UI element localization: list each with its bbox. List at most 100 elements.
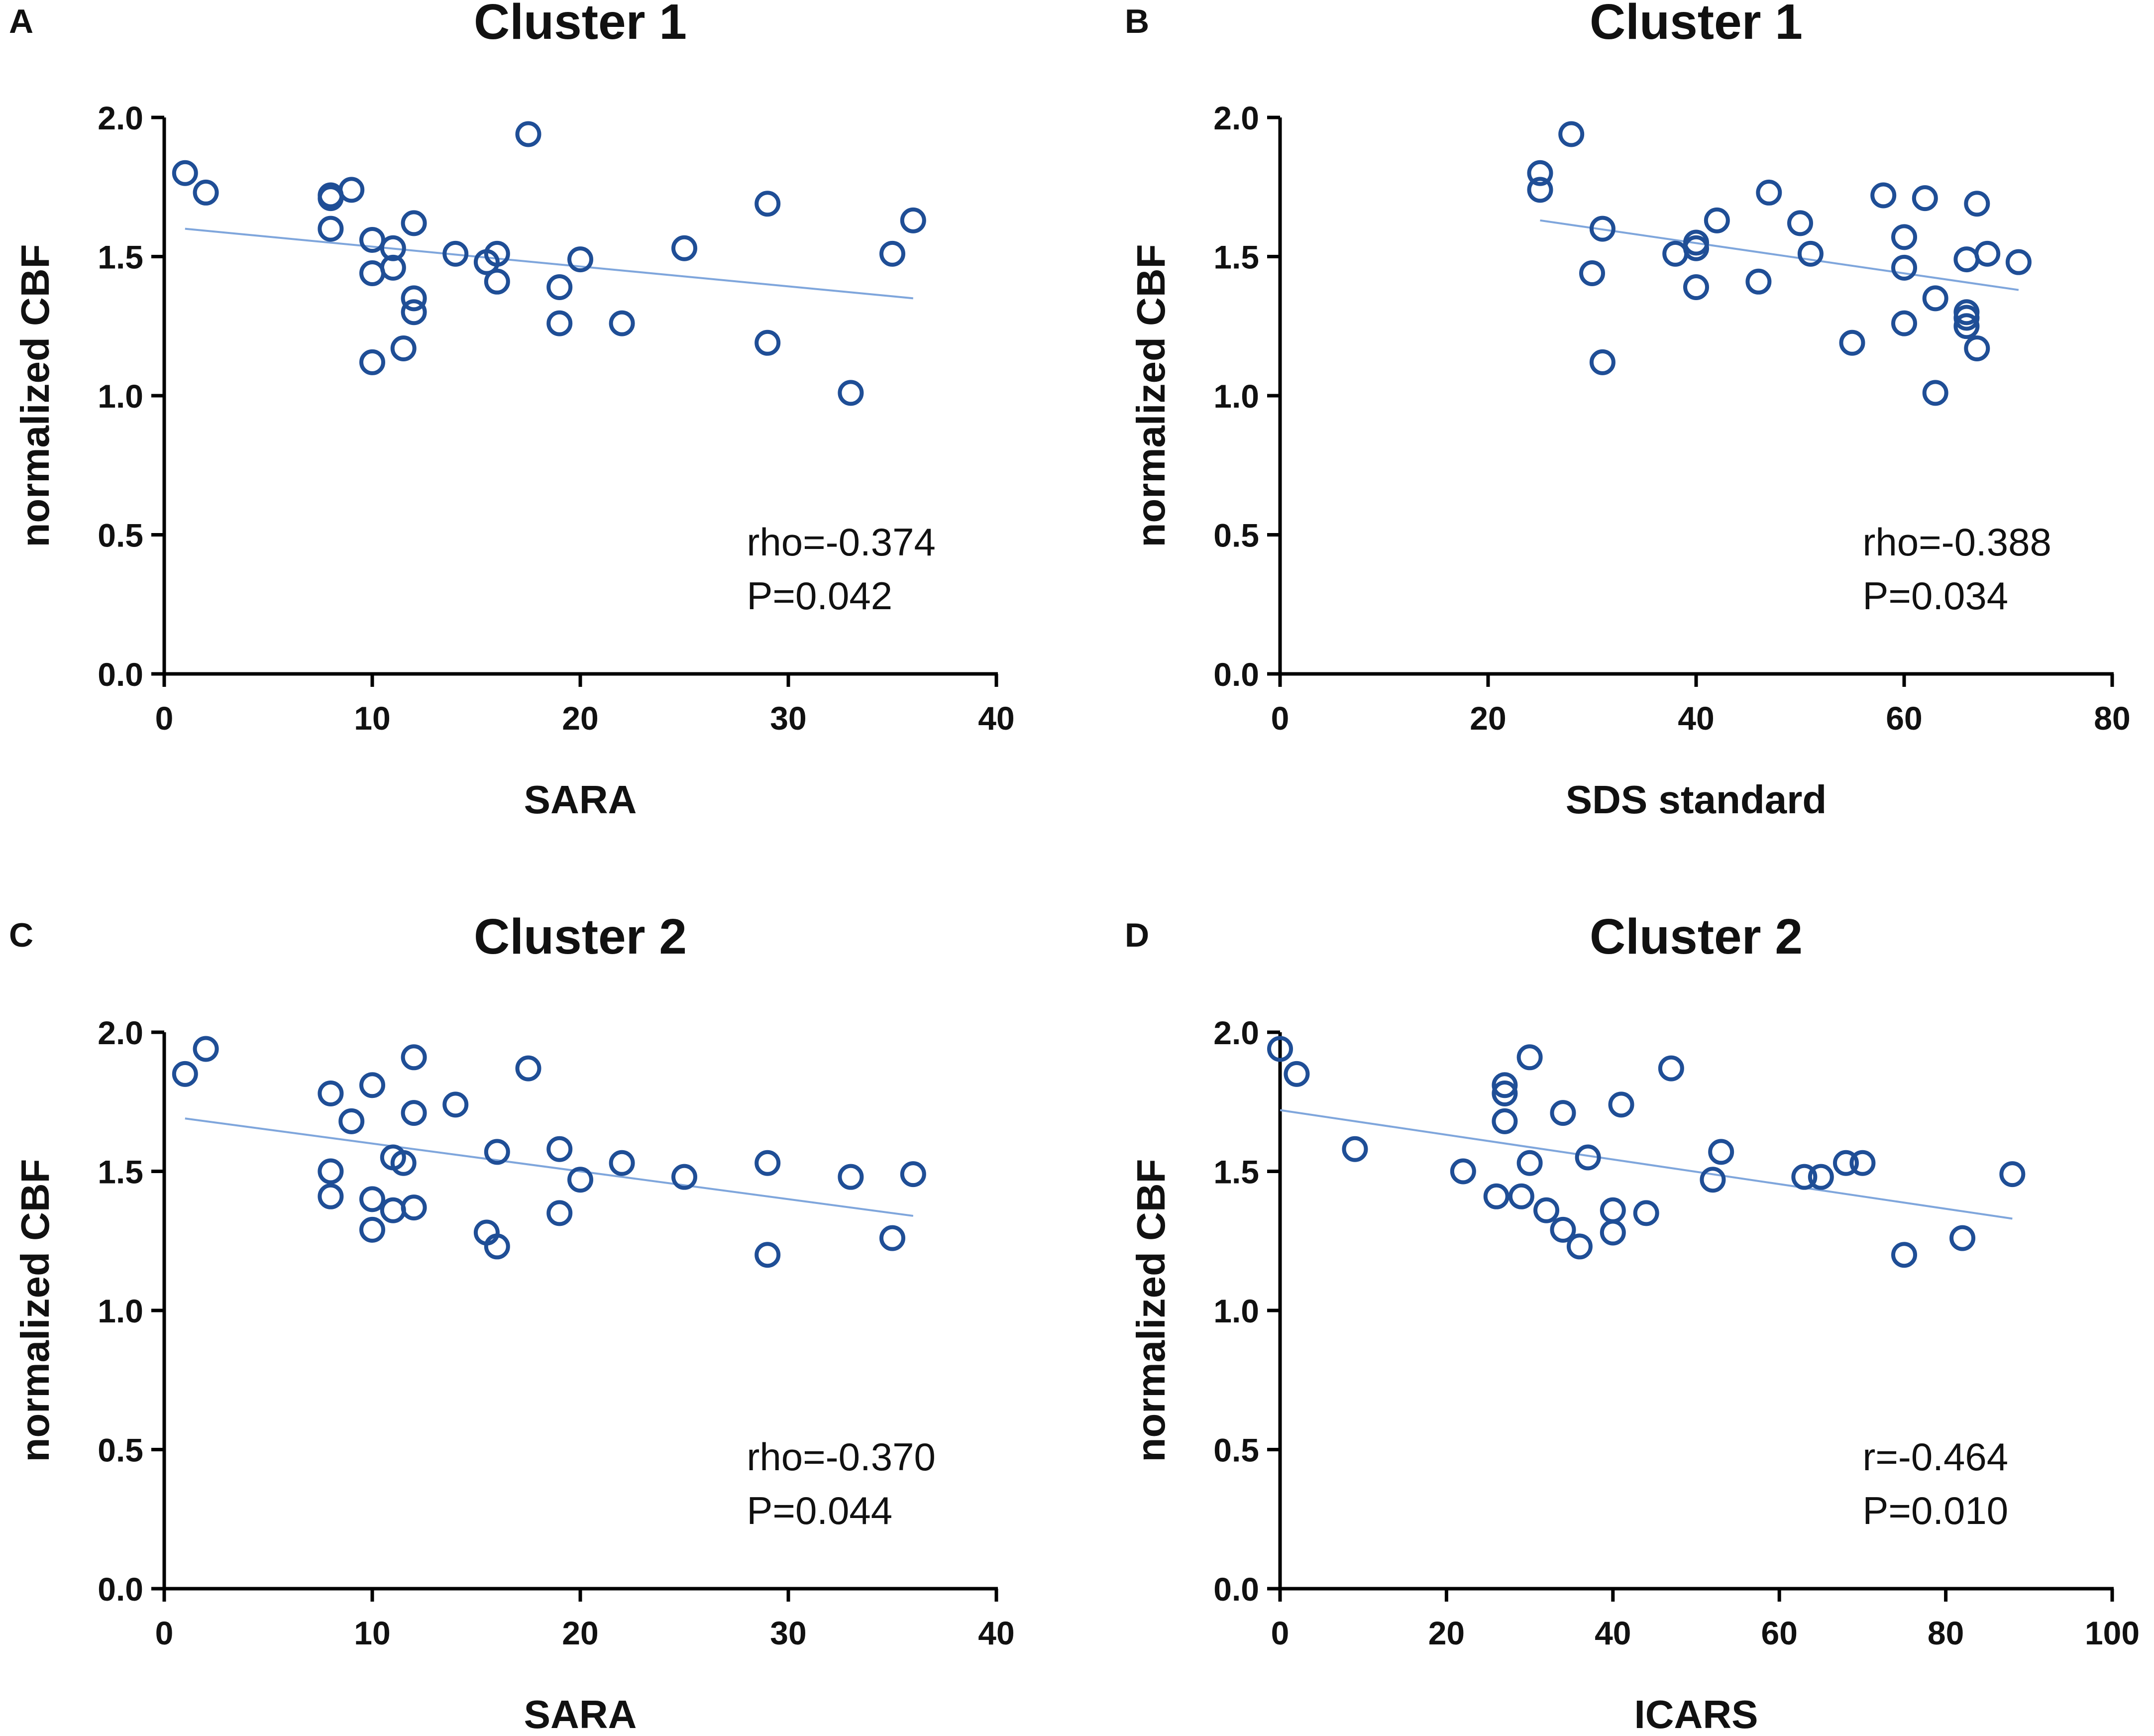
x-axis-label: SARA	[524, 777, 637, 822]
data-point	[401, 285, 427, 312]
data-point	[1589, 349, 1616, 375]
data-point	[359, 260, 385, 287]
data-point	[442, 240, 469, 267]
data-point	[754, 191, 781, 217]
chart-title: Cluster 1	[1590, 0, 1803, 50]
y-tick-label: 1.0	[1213, 1293, 1259, 1329]
data-point	[359, 1216, 385, 1243]
chart-title: Cluster 2	[1590, 909, 1803, 965]
panel-a: A Cluster 1 0 10 20 30 40 0.0 0.5 1.0 1.5 2.0 SARA no…	[9, 0, 1015, 822]
data-point	[1550, 1100, 1576, 1126]
x-tick-label: 10	[354, 700, 390, 737]
y-tick-label: 2.0	[98, 100, 143, 136]
data-point	[1267, 1036, 1293, 1062]
regression-line	[185, 1117, 914, 1217]
data-point	[671, 235, 697, 261]
data-point	[1600, 1219, 1626, 1246]
data-point	[359, 1072, 385, 1098]
data-point	[380, 254, 406, 281]
p-value-label: P=0.042	[747, 574, 892, 618]
x-tick-label: 80	[1928, 1615, 1964, 1651]
data-point	[401, 1044, 427, 1071]
x-tick-label: 20	[562, 1615, 598, 1651]
data-point	[1342, 1136, 1368, 1162]
x-axis-label: SARA	[524, 1692, 637, 1736]
data-point	[1566, 1233, 1593, 1260]
p-value-label: P=0.034	[1862, 574, 2008, 618]
data-point	[754, 329, 781, 356]
data-point	[609, 1150, 635, 1176]
data-point	[1787, 210, 1813, 236]
data-point	[1527, 177, 1553, 203]
y-tick-label: 2.0	[98, 1014, 143, 1051]
data-point	[401, 299, 427, 326]
data-point	[1633, 1200, 1659, 1226]
x-tick-label: 60	[1761, 1615, 1797, 1651]
chart-title: Cluster 1	[474, 0, 687, 50]
data-point	[359, 1186, 385, 1212]
data-point	[1658, 1055, 1684, 1082]
y-tick-label: 0.0	[1213, 656, 1259, 693]
y-axis-label: normalized CBF	[13, 1159, 57, 1462]
data-point	[359, 349, 385, 375]
regression-line	[1280, 1109, 2013, 1220]
data-point	[567, 246, 593, 273]
data-point	[1492, 1072, 1518, 1098]
data-point	[879, 240, 905, 267]
data-point	[1808, 1164, 1834, 1190]
panel-letter: A	[9, 2, 33, 40]
y-axis-label: normalized CBF	[13, 244, 57, 547]
panel-letter: B	[1125, 2, 1149, 40]
panel-b: B Cluster 1 0 20 40 60 80 0.0 0.5 1.0 1.5 2.0 SDS st…	[1125, 0, 2131, 822]
data-point	[1849, 1150, 1876, 1176]
data-point	[401, 1194, 427, 1221]
data-point	[484, 1233, 510, 1260]
data-point	[838, 380, 864, 406]
x-tick-label: 0	[1271, 1615, 1290, 1651]
data-point	[380, 235, 406, 261]
data-point	[390, 1150, 417, 1176]
data-point	[1558, 121, 1585, 147]
data-point	[338, 1108, 365, 1134]
y-tick-label: 0.5	[1213, 1432, 1259, 1469]
data-point	[1891, 224, 1917, 250]
data-point	[1492, 1108, 1518, 1134]
data-point	[1450, 1158, 1476, 1185]
y-tick-label: 2.0	[1213, 100, 1259, 136]
x-tick-label: 60	[1886, 700, 1922, 737]
y-tick-label: 1.5	[1213, 1154, 1259, 1191]
y-tick-label: 1.0	[98, 1293, 143, 1329]
data-point	[338, 177, 365, 203]
data-point	[1575, 1144, 1601, 1171]
data-point	[318, 1158, 344, 1185]
data-point	[1608, 1091, 1634, 1118]
correlation-label: rho=-0.374	[747, 520, 935, 564]
x-tick-label: 10	[354, 1615, 390, 1651]
p-value-label: P=0.044	[747, 1489, 892, 1532]
data-point	[546, 1200, 573, 1226]
regression-line	[185, 227, 913, 300]
data-point	[1483, 1183, 1509, 1209]
data-point	[172, 160, 198, 186]
data-point	[1284, 1061, 1310, 1087]
data-point	[484, 268, 510, 295]
y-tick-label: 0.5	[1213, 517, 1259, 554]
data-point	[1516, 1044, 1543, 1071]
correlation-label: rho=-0.370	[747, 1435, 935, 1479]
data-point	[1756, 179, 1782, 206]
x-tick-label: 0	[155, 700, 174, 737]
y-tick-label: 0.5	[98, 517, 143, 554]
panel-d: D Cluster 2 0 20 40 60 80 100 0.0 0.5 1.0 1.5 2.0 ICA…	[1125, 909, 2140, 1736]
data-point	[671, 1164, 697, 1190]
x-axis-label: ICARS	[1634, 1692, 1758, 1736]
data-point	[838, 1164, 864, 1190]
data-point	[609, 310, 635, 336]
correlation-label: r=-0.464	[1862, 1435, 2008, 1479]
data-point	[172, 1061, 198, 1087]
data-point	[1832, 1150, 1859, 1176]
x-tick-label: 40	[978, 700, 1014, 737]
panel-c: C Cluster 2 0 10 20 30 40 0.0 0.5 1.0 1.5 2.0 SARA no…	[9, 909, 1015, 1736]
data-point	[380, 1197, 406, 1223]
data-point	[546, 274, 573, 300]
data-point	[193, 179, 219, 206]
